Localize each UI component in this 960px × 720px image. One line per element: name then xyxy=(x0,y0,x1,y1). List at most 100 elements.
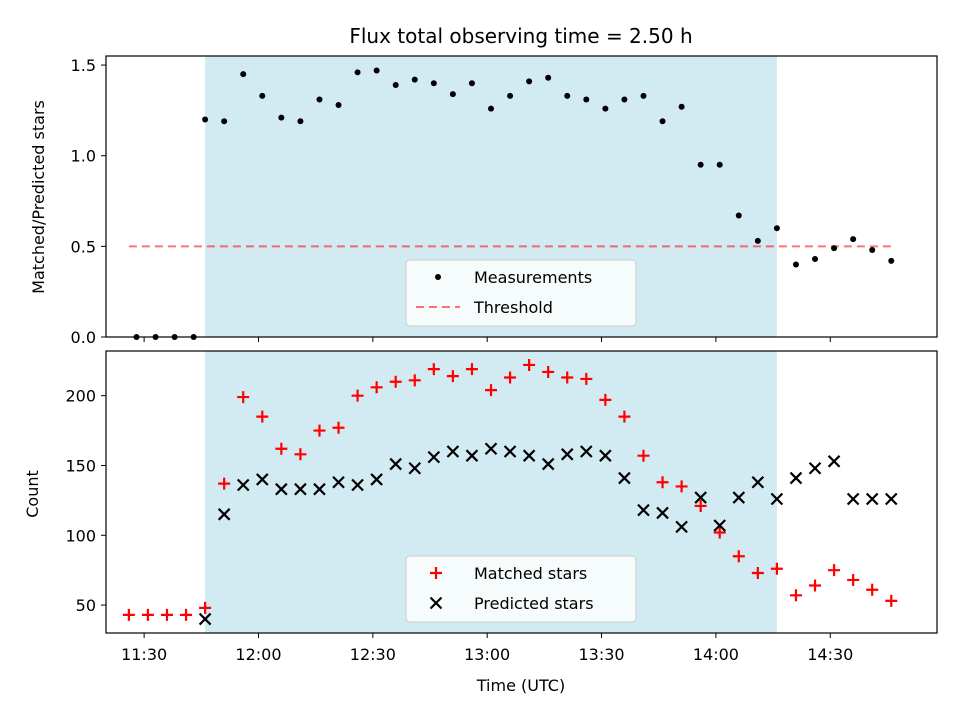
top-legend: Measurements Threshold xyxy=(405,259,637,327)
y-tick-label: 0.5 xyxy=(71,237,96,256)
matched-star-point xyxy=(218,477,231,490)
matched-star-point xyxy=(866,583,879,596)
predicted-star-point xyxy=(446,445,460,458)
matched-stars-points xyxy=(122,358,898,621)
predicted-stars-points xyxy=(198,442,898,626)
bottom-legend-box xyxy=(405,555,637,623)
predicted-star-point xyxy=(465,449,479,462)
predicted-star-point xyxy=(884,492,898,506)
measurement-point xyxy=(240,71,247,78)
measurement-point xyxy=(430,80,437,87)
measurement-point xyxy=(697,161,704,168)
measurement-point xyxy=(202,116,209,123)
legend-predicted-marker xyxy=(429,596,443,610)
predicted-star-point xyxy=(313,482,326,496)
matched-star-point xyxy=(313,424,326,437)
predicted-star-point xyxy=(236,478,250,492)
y-tick-label: 0.0 xyxy=(71,328,96,347)
measurement-point xyxy=(659,118,666,125)
y-tick-label: 50 xyxy=(76,596,96,615)
matched-star-point xyxy=(542,365,555,378)
measurement-point xyxy=(392,82,399,89)
matched-star-point xyxy=(580,372,593,385)
measurement-point xyxy=(869,246,876,253)
matched-star-point xyxy=(675,480,688,493)
y-tick-label: 1.0 xyxy=(71,147,96,166)
predicted-star-point xyxy=(560,448,574,461)
y-tick-label: 150 xyxy=(65,456,96,475)
predicted-star-point xyxy=(808,461,822,475)
matched-star-point xyxy=(275,442,288,455)
measurement-point xyxy=(754,237,761,244)
matched-star-point xyxy=(885,594,898,607)
predicted-star-point xyxy=(713,519,726,532)
top-x-ticks xyxy=(143,337,831,342)
x-tick-label: 13:00 xyxy=(464,645,510,664)
measurement-point xyxy=(297,118,304,125)
top-y-axis-label: Matched/Predicted stars xyxy=(29,100,48,294)
top-panel: 0.0 0.5 1.0 1.5 Matched/Predicted stars Mea… xyxy=(29,55,938,347)
predicted-star-point xyxy=(332,475,345,489)
matched-star-point xyxy=(713,526,726,539)
predicted-star-point xyxy=(694,491,707,504)
predicted-star-point xyxy=(484,442,498,456)
measurement-point xyxy=(335,101,342,108)
matched-star-point xyxy=(408,374,421,387)
measurement-point xyxy=(831,245,838,252)
predicted-star-point xyxy=(198,612,212,626)
predicted-star-point xyxy=(370,473,383,486)
measurement-point xyxy=(259,92,266,99)
predicted-star-point xyxy=(599,449,612,462)
y-tick-label: 200 xyxy=(65,387,96,406)
matched-star-point xyxy=(561,371,574,384)
legend-measurements-label: Measurements xyxy=(474,268,592,287)
matched-star-point xyxy=(332,421,345,434)
predicted-star-point xyxy=(351,478,364,492)
predicted-star-point xyxy=(770,492,784,506)
matched-star-point xyxy=(770,562,783,575)
matched-star-point xyxy=(351,389,364,402)
predicted-star-point xyxy=(846,492,860,506)
matched-star-point xyxy=(180,608,193,621)
bottom-plot-frame xyxy=(105,350,938,634)
matched-star-point xyxy=(694,499,707,512)
measurement-point xyxy=(488,105,495,112)
predicted-star-point xyxy=(389,457,402,471)
predicted-star-point xyxy=(675,520,688,534)
matched-star-point xyxy=(370,381,383,394)
predicted-star-point xyxy=(522,449,536,462)
measurement-point xyxy=(564,92,571,99)
predicted-star-point xyxy=(618,471,631,485)
measurement-point xyxy=(640,92,647,99)
predicted-star-point xyxy=(541,457,555,471)
matched-star-point xyxy=(256,410,269,423)
measurement-point xyxy=(678,103,685,110)
predicted-star-point xyxy=(865,492,879,506)
x-axis-label: Time (UTC) xyxy=(476,676,565,695)
legend-measurement-marker xyxy=(435,274,441,280)
bottom-panel: 50 100 150 200 11:30 12:00 12:30 13:00 13:30 14:… xyxy=(23,350,938,695)
x-tick-label: 13:30 xyxy=(578,645,624,664)
matched-star-point xyxy=(122,608,135,621)
matched-star-point xyxy=(141,608,154,621)
matched-star-point xyxy=(294,448,307,461)
matched-star-point xyxy=(160,608,173,621)
matched-star-point xyxy=(828,564,841,577)
top-legend-box xyxy=(405,259,637,327)
predicted-star-point xyxy=(580,445,593,458)
measurement-point xyxy=(792,261,799,268)
matched-star-point xyxy=(751,566,764,579)
x-tick-label: 14:00 xyxy=(693,645,739,664)
measurement-point xyxy=(602,105,609,112)
top-plot-frame xyxy=(105,55,938,338)
measurement-point xyxy=(468,80,475,87)
predicted-star-point xyxy=(217,508,231,521)
matched-star-point xyxy=(389,375,402,388)
y-tick-label: 1.5 xyxy=(71,56,96,75)
predicted-star-point xyxy=(408,461,422,475)
measurement-point xyxy=(373,67,380,74)
x-tick-label: 11:30 xyxy=(121,645,167,664)
matched-star-point xyxy=(427,363,440,376)
bottom-y-axis-label: Count xyxy=(23,470,42,518)
